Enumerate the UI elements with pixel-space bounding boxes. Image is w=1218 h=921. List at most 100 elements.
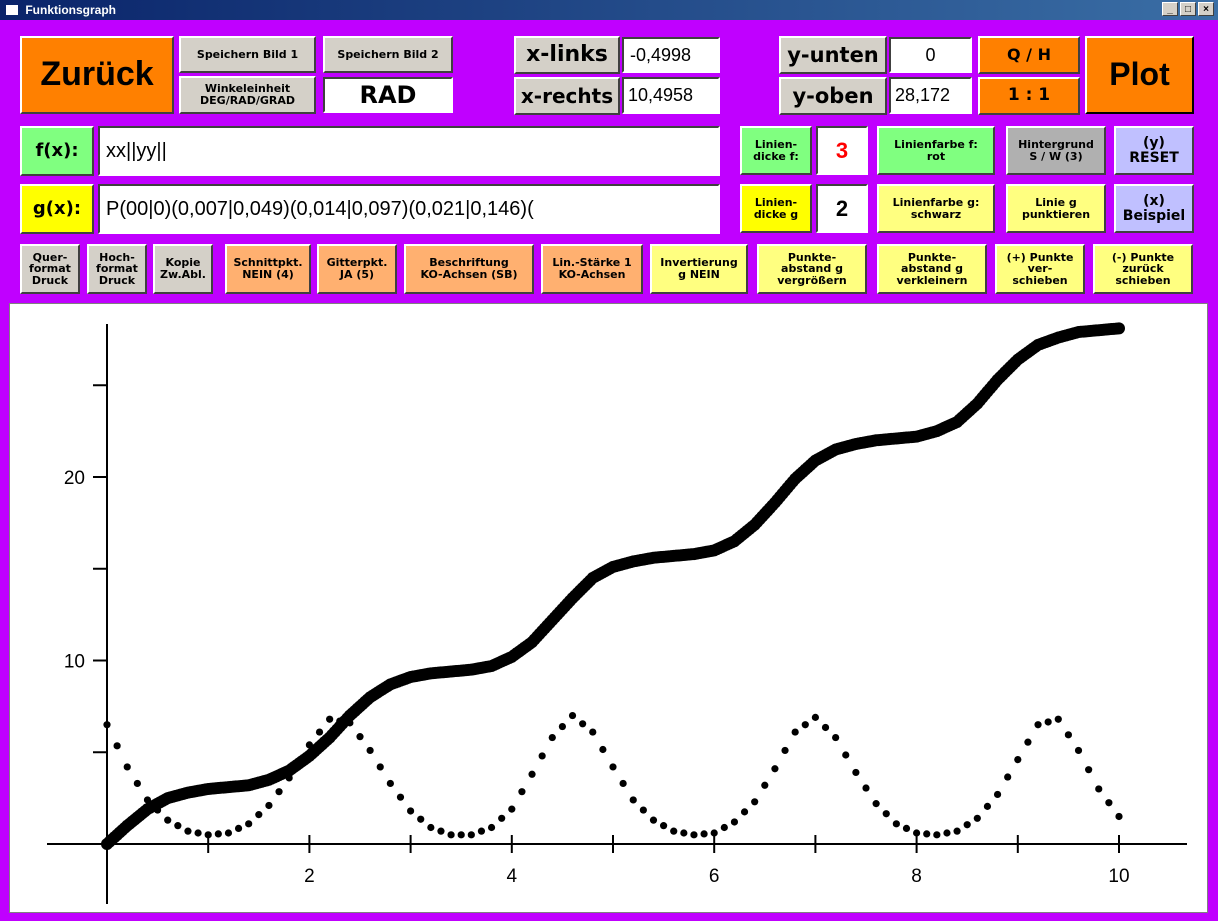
save-image-2-button[interactable]: Speichern Bild 2 [323,36,453,73]
g-curve-point [1115,812,1123,821]
y-tick-label: 20 [64,468,85,489]
g-curve-point [305,741,313,749]
g-curve-point [467,831,475,839]
back-button[interactable]: Zurück [20,36,174,114]
g-curve-point [204,831,212,839]
y-bottom-button[interactable]: y-unten [779,36,887,74]
g-curve-point [477,827,486,835]
plot-area[interactable]: 2 4 6 8 10 10 20 [9,303,1208,913]
g-curve-point [720,823,728,832]
x-left-field[interactable]: -0,4998 [622,37,720,73]
g-curve-point [427,823,435,832]
g-curve-point [862,784,870,792]
y-top-field[interactable]: 28,172 [889,77,972,114]
g-curve-point [376,763,384,771]
f-label-button[interactable]: f(x): [20,126,94,176]
g-curve-point [872,800,880,808]
g-curve-point [690,831,698,839]
g-curve-point [356,733,364,741]
g-thickness-button[interactable]: Linien- dicke g [740,184,812,233]
g-curve-point [407,807,415,815]
g-curve-point [730,818,739,826]
g-curve-point [164,816,172,824]
x-right-button[interactable]: x-rechts [514,77,620,115]
x-right-field[interactable]: 10,4958 [622,77,720,114]
maximize-button[interactable]: □ [1180,2,1196,16]
g-curve-point [599,745,607,754]
invert-g-button[interactable]: Invertierung g NEIN [650,244,748,294]
move-points-back-button[interactable]: (-) Punkte zurück schieben [1093,244,1193,294]
g-curve-point [639,806,647,814]
example-button[interactable]: (x) Beispiel [1114,184,1194,233]
g-dotted-button[interactable]: Linie g punktieren [1006,184,1106,233]
g-curve-point [143,796,152,804]
g-curve-point [913,829,921,837]
g-curve-point [993,790,1002,799]
g-curve-point [133,779,141,788]
g-curve-point [386,779,394,788]
g-label-button[interactable]: g(x): [20,184,94,234]
g-curve-point [417,815,425,823]
g-curve-point [326,715,334,723]
g-curve-point [538,752,546,760]
angle-unit-button[interactable]: Winkeleinheit DEG/RAD/GRAD [179,76,316,114]
move-points-forward-button[interactable]: (+) Punkte ver- schieben [995,244,1085,294]
background-toggle-button[interactable]: Hintergrund S / W (3) [1006,126,1106,175]
close-button[interactable]: × [1198,2,1214,16]
f-input[interactable]: xx||yy|| [98,126,720,176]
g-curve-point [740,808,749,816]
g-curve-point [761,781,769,789]
aspect-ratio-button[interactable]: 1 : 1 [978,77,1080,115]
plot-button[interactable]: Plot [1085,36,1194,114]
g-curve-point [852,768,860,777]
x-tick-label: 10 [1108,866,1129,887]
y-tick-label: 10 [64,652,85,673]
reset-button[interactable]: (y) RESET [1114,126,1194,175]
g-curve-point [528,770,536,778]
g-thickness-field[interactable]: 2 [816,184,868,233]
increase-spacing-button[interactable]: Punkte- abstand g vergrößern [757,244,867,294]
axis-labeling-button[interactable]: Beschriftung KO-Achsen (SB) [404,244,534,294]
f-thickness-field[interactable]: 3 [816,126,868,175]
f-color-button[interactable]: Linienfarbe f: rot [877,126,995,175]
g-curve-point [518,788,526,796]
f-curve-point [1113,322,1125,335]
g-color-button[interactable]: Linienfarbe g: schwarz [877,184,995,233]
g-curve-point [811,713,820,721]
g-curve-point [751,798,759,806]
landscape-print-button[interactable]: Quer- format Druck [20,244,80,294]
g-input[interactable]: P(00|0)(0,007|0,049)(0,014|0,097)(0,021|… [98,184,720,234]
copy-clipboard-button[interactable]: Kopie Zw.Abl. [153,244,213,294]
portrait-print-button[interactable]: Hoch- format Druck [87,244,147,294]
g-curve-point [214,830,222,838]
g-curve-point [275,788,283,796]
x-tick-label: 4 [507,866,518,887]
landscape-portrait-button[interactable]: Q / H [978,36,1080,74]
g-curve-point [285,774,293,782]
minimize-button[interactable]: _ [1162,2,1178,16]
g-curve-point [224,829,233,837]
angle-unit-value: RAD [323,77,453,113]
g-curve-point [1105,799,1113,807]
app-icon [6,4,18,15]
y-top-button[interactable]: y-oben [779,77,887,115]
y-bottom-field[interactable]: 0 [889,37,972,73]
g-curve-point [791,728,799,736]
axis-line-strength-button[interactable]: Lin.-Stärke 1 KO-Achsen [541,244,643,294]
decrease-spacing-button[interactable]: Punkte- abstand g verkleinern [877,244,987,294]
g-curve-point [568,711,577,720]
save-image-1-button[interactable]: Speichern Bild 1 [179,36,316,73]
window-titlebar: Funktionsgraph _ □ × [0,0,1218,20]
g-curve-point [629,796,637,804]
g-curve-point [113,742,121,750]
g-curve-point [123,763,131,771]
intersections-button[interactable]: Schnittpkt. NEIN (4) [225,244,311,294]
f-thickness-button[interactable]: Linien- dicke f: [740,126,812,175]
grid-points-button[interactable]: Gitterpkt. JA (5) [317,244,397,294]
x-left-button[interactable]: x-links [514,36,620,74]
g-curve-point [295,757,303,766]
g-curve-point [710,829,718,837]
g-curve-point [609,763,617,771]
g-curve-point [680,829,688,837]
g-curve-point [487,823,496,832]
